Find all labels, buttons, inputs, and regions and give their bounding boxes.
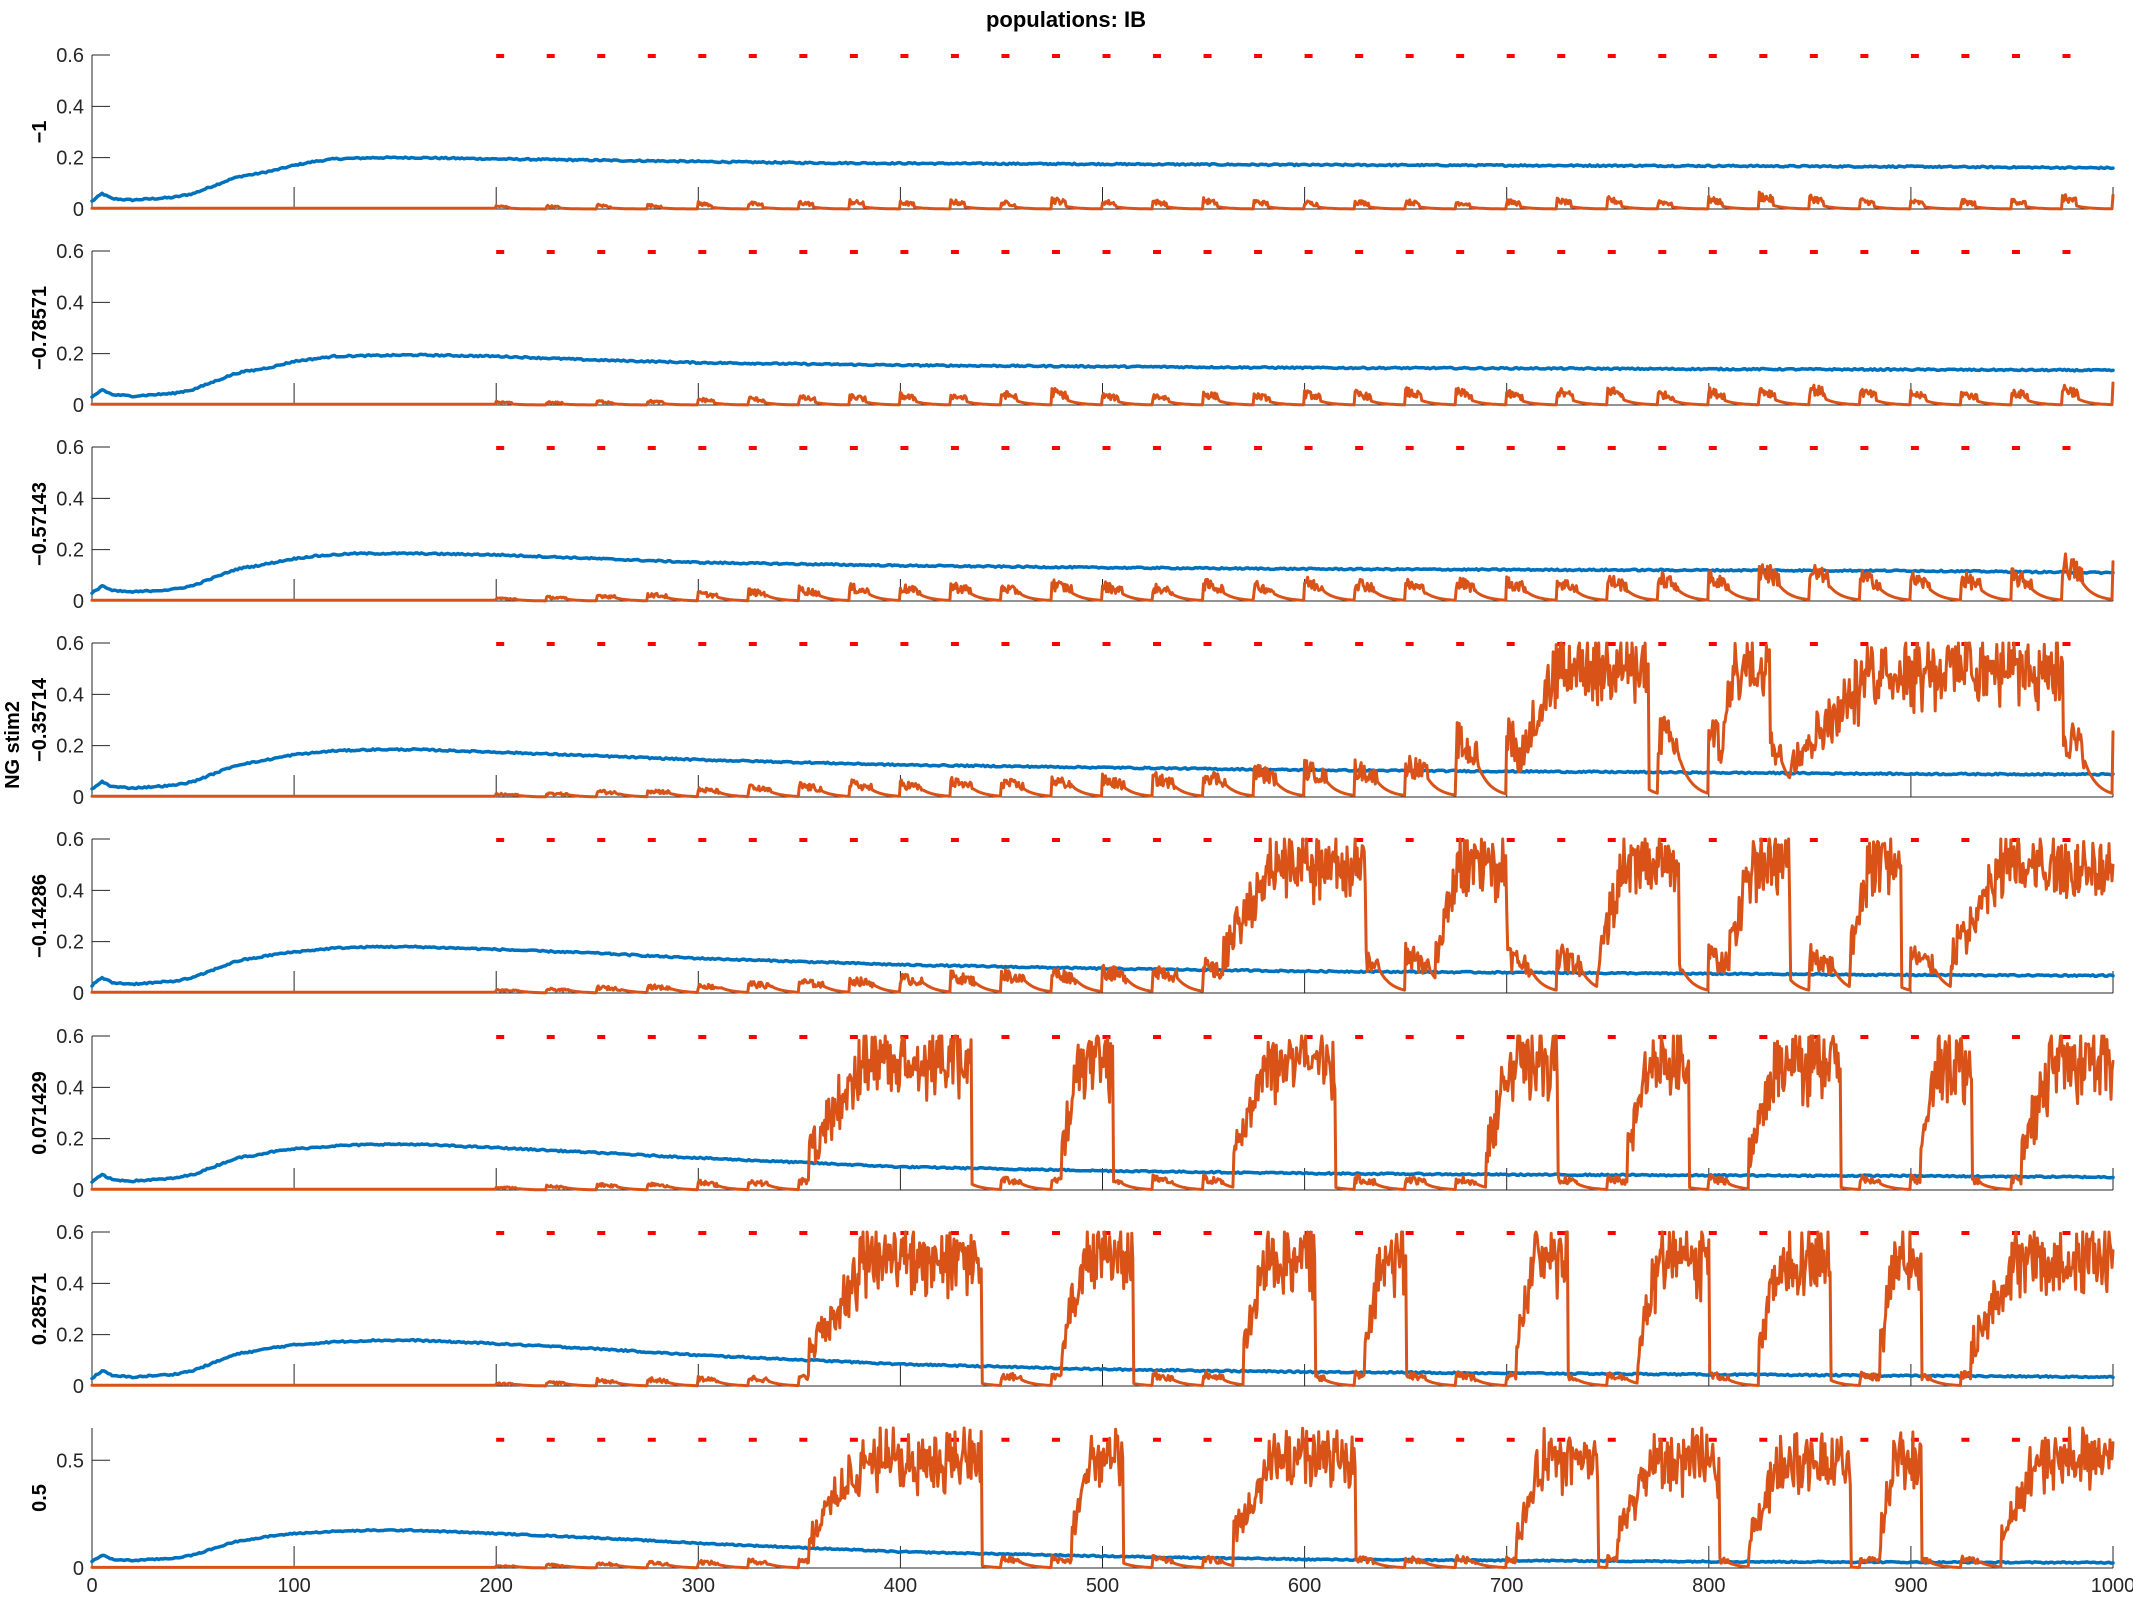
- series-line-orange: [90, 641, 2115, 799]
- y-tick-label: 0.6: [56, 1026, 84, 1048]
- series-line-blue: [90, 747, 2115, 791]
- y-tick-label: 0: [73, 199, 84, 221]
- subplot-ylabel: 0.28571: [29, 1273, 51, 1345]
- y-tick-label: 0: [73, 983, 84, 1005]
- figure-title: populations: IB: [986, 7, 1146, 32]
- x-tick-label: 500: [1086, 1575, 1119, 1597]
- subplot-3: 0 0.2 0.4 0.6−0.35714: [29, 633, 2115, 809]
- y-tick-label: 0.4: [56, 292, 84, 314]
- series-line-blue: [90, 551, 2115, 595]
- series-line-orange: [90, 1426, 2115, 1570]
- subplot-ylabel: −0.57143: [29, 482, 51, 566]
- y-tick-label: 0.4: [56, 684, 84, 706]
- y-tick-label: 0.4: [56, 488, 84, 510]
- x-tick-label: 100: [277, 1575, 310, 1597]
- series-line-orange: [90, 381, 2115, 407]
- series-line-blue: [90, 155, 2115, 203]
- y-tick-label: 0.6: [56, 45, 84, 67]
- series-line-blue: [90, 1527, 2115, 1565]
- y-tick-label: 0: [73, 1558, 84, 1580]
- y-tick-label: 0: [73, 1376, 84, 1398]
- subplot-ylabel: 0.071429: [29, 1071, 51, 1154]
- y-tick-label: 0.6: [56, 1222, 84, 1244]
- y-tick-label: 0.2: [56, 1129, 84, 1151]
- y-tick-label: 0.2: [56, 344, 84, 366]
- y-tick-label: 0.4: [56, 880, 84, 902]
- y-tick-label: 0.2: [56, 540, 84, 562]
- y-tick-label: 0.6: [56, 829, 84, 851]
- x-tick-label: 400: [884, 1575, 917, 1597]
- y-tick-label: 0.5: [56, 1450, 84, 1472]
- group-ylabel: NG stim2: [2, 701, 24, 789]
- subplot-7: 0 0.5 0 100 200 300 400 500 600 700 800 900 1000 0.5: [29, 1426, 2133, 1597]
- subplot-5: 0 0.2 0.4 0.6 0.071429: [29, 1026, 2115, 1202]
- y-tick-label: 0.6: [56, 437, 84, 459]
- y-tick-label: 0: [73, 395, 84, 417]
- subplot-1: 0 0.2 0.4 0.6 −0.78571: [29, 241, 2115, 417]
- x-tick-label: 700: [1490, 1575, 1523, 1597]
- series-line-orange: [90, 190, 2115, 211]
- series-line-blue: [90, 352, 2115, 399]
- subplot-ylabel: −0.78571: [29, 286, 51, 370]
- y-tick-label: 0.4: [56, 96, 84, 118]
- y-tick-label: 0.2: [56, 736, 84, 758]
- subplot-6: 0 0.2 0.4 0.6 0.28571: [29, 1222, 2115, 1398]
- subplot-stack: 0 0.2 0.4 0.6 −1 0 0.2 0.4 0.6 −0.78571 0 0.2 0.4 0.6…: [29, 45, 2133, 1597]
- series-line-orange: [90, 1230, 2115, 1388]
- x-tick-label: 0: [86, 1575, 97, 1597]
- x-tick-label: 800: [1692, 1575, 1725, 1597]
- x-tick-label: 600: [1288, 1575, 1321, 1597]
- series-line-orange: [90, 552, 2115, 603]
- series-line-orange: [90, 837, 2115, 995]
- series-line-blue: [90, 1337, 2115, 1381]
- series-line-orange: [90, 1034, 2115, 1192]
- y-tick-label: 0.2: [56, 148, 84, 170]
- y-tick-label: 0: [73, 787, 84, 809]
- subplot-ylabel: 0.5: [29, 1484, 51, 1512]
- subplot-ylabel: −0.35714: [29, 677, 51, 762]
- y-tick-label: 0.2: [56, 932, 84, 954]
- series-line-blue: [90, 1141, 2115, 1184]
- y-tick-label: 0.4: [56, 1077, 84, 1099]
- subplot-0: 0 0.2 0.4 0.6 −1: [29, 45, 2115, 221]
- y-tick-label: 0.6: [56, 633, 84, 655]
- x-tick-label: 300: [682, 1575, 715, 1597]
- subplot-4: 0 0.2 0.4 0.6 −0.14286: [29, 829, 2115, 1005]
- y-tick-label: 0.2: [56, 1325, 84, 1347]
- subplot-2: 0 0.2 0.4 0.6 −0.57143: [29, 437, 2115, 613]
- x-tick-label: 900: [1894, 1575, 1927, 1597]
- y-tick-label: 0.6: [56, 241, 84, 263]
- y-tick-label: 0: [73, 591, 84, 613]
- x-tick-label: 1000: [2091, 1575, 2133, 1597]
- subplot-ylabel: −1: [29, 121, 51, 144]
- y-tick-label: 0.4: [56, 1273, 84, 1295]
- y-tick-label: 0: [73, 1180, 84, 1202]
- x-tick-label: 200: [480, 1575, 513, 1597]
- subplot-ylabel: −0.14286: [29, 874, 51, 958]
